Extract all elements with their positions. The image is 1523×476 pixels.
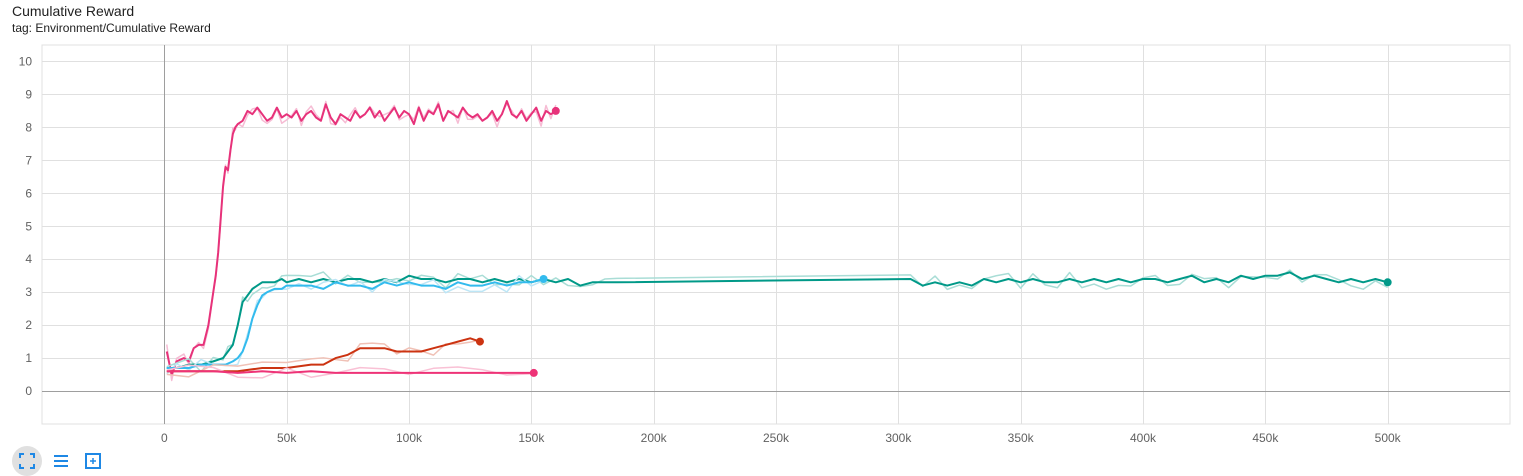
y-tick-label: 6 xyxy=(25,186,32,200)
chart-title: Cumulative Reward xyxy=(12,3,135,19)
chart-svg[interactable]: 0 50k 100k 150k 200k 250k 300k 350k 400k 450k 500k… xyxy=(0,0,1523,463)
y-tick-label: 5 xyxy=(25,219,32,233)
x-tick-label: 300k xyxy=(885,431,912,445)
y-tick-label: 3 xyxy=(25,285,32,299)
x-tick-label: 450k xyxy=(1252,431,1279,445)
y-tick-label: 4 xyxy=(25,252,32,266)
y-tick-label: 8 xyxy=(25,120,32,134)
fit-domain-button[interactable] xyxy=(12,446,42,476)
series-end-point xyxy=(539,274,548,283)
chart-tag: tag: Environment/Cumulative Reward xyxy=(12,21,211,35)
x-tick-label: 400k xyxy=(1130,431,1157,445)
series-end-point xyxy=(551,106,560,115)
series-end-point xyxy=(475,337,484,346)
series-line xyxy=(166,271,1388,369)
x-tick-label: 500k xyxy=(1375,431,1402,445)
expand-chart-button[interactable] xyxy=(78,446,108,476)
x-tick-label: 150k xyxy=(518,431,545,445)
series-layer xyxy=(165,100,1392,382)
x-tick-label: 200k xyxy=(641,431,668,445)
x-tick-label: 100k xyxy=(396,431,423,445)
x-tick-label: 250k xyxy=(763,431,790,445)
y-tick-label: 9 xyxy=(25,87,32,101)
expand-chart-icon xyxy=(85,453,101,469)
axes xyxy=(42,45,1510,424)
tick-layer: 0 50k 100k 150k 200k 250k 300k 350k 400k 450k 500k… xyxy=(19,54,1402,445)
y-tick-label: 1 xyxy=(25,351,32,365)
series-line xyxy=(166,278,544,369)
series-line xyxy=(166,337,481,373)
fit-domain-icon xyxy=(19,453,35,469)
x-tick-label: 50k xyxy=(277,431,297,445)
y-tick-label: 2 xyxy=(25,318,32,332)
series-end-point xyxy=(529,368,538,377)
y-tick-label: 10 xyxy=(19,54,33,68)
grid xyxy=(41,44,1511,425)
series-line xyxy=(166,370,534,374)
y-tick-label: 7 xyxy=(25,153,32,167)
toggle-log-scale-button[interactable] xyxy=(46,446,76,476)
series-raw-line xyxy=(166,100,557,382)
series-raw-line xyxy=(166,274,544,375)
y-tick-label: 0 xyxy=(25,384,32,398)
x-tick-label: 350k xyxy=(1008,431,1035,445)
series-raw-line xyxy=(166,339,481,378)
series-end-point xyxy=(1383,278,1392,287)
toggle-log-scale-icon xyxy=(54,455,68,467)
series-raw-line xyxy=(166,269,1389,373)
series-line xyxy=(165,100,557,376)
x-tick-label: 0 xyxy=(161,431,168,445)
